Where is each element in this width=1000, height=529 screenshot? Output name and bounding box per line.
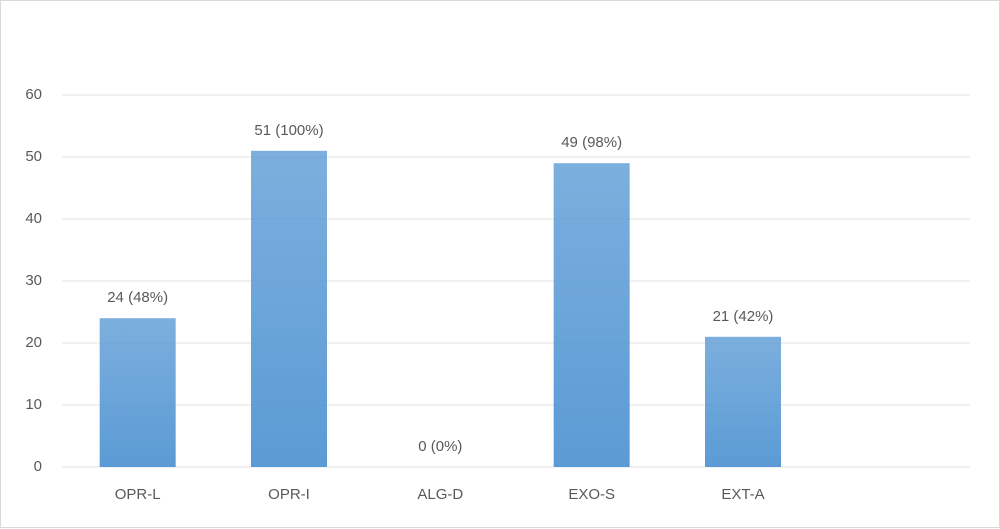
y-tick-label: 50 [25,148,42,165]
x-tick-label: EXO-S [568,486,615,503]
y-tick-label: 30 [25,272,42,289]
y-tick-label: 60 [25,86,42,103]
y-tick-label: 10 [25,396,42,413]
data-label: 24 (48%) [107,289,168,306]
y-tick-label: 0 [34,458,42,475]
bar [251,150,327,468]
x-tick-label: OPR-L [115,486,161,503]
y-tick-label: 40 [25,210,42,227]
data-label: 0 (0%) [418,438,462,455]
data-label: 51 (100%) [254,122,323,139]
x-tick-label: EXT-A [721,486,764,503]
bar [99,318,176,467]
bar [553,163,630,467]
x-tick-label: ALG-D [417,486,463,503]
bar [705,336,781,467]
y-tick-label: 20 [25,334,42,351]
data-label: 49 (98%) [561,134,622,151]
data-label: 21 (42%) [713,308,774,325]
x-tick-label: OPR-I [268,486,310,503]
